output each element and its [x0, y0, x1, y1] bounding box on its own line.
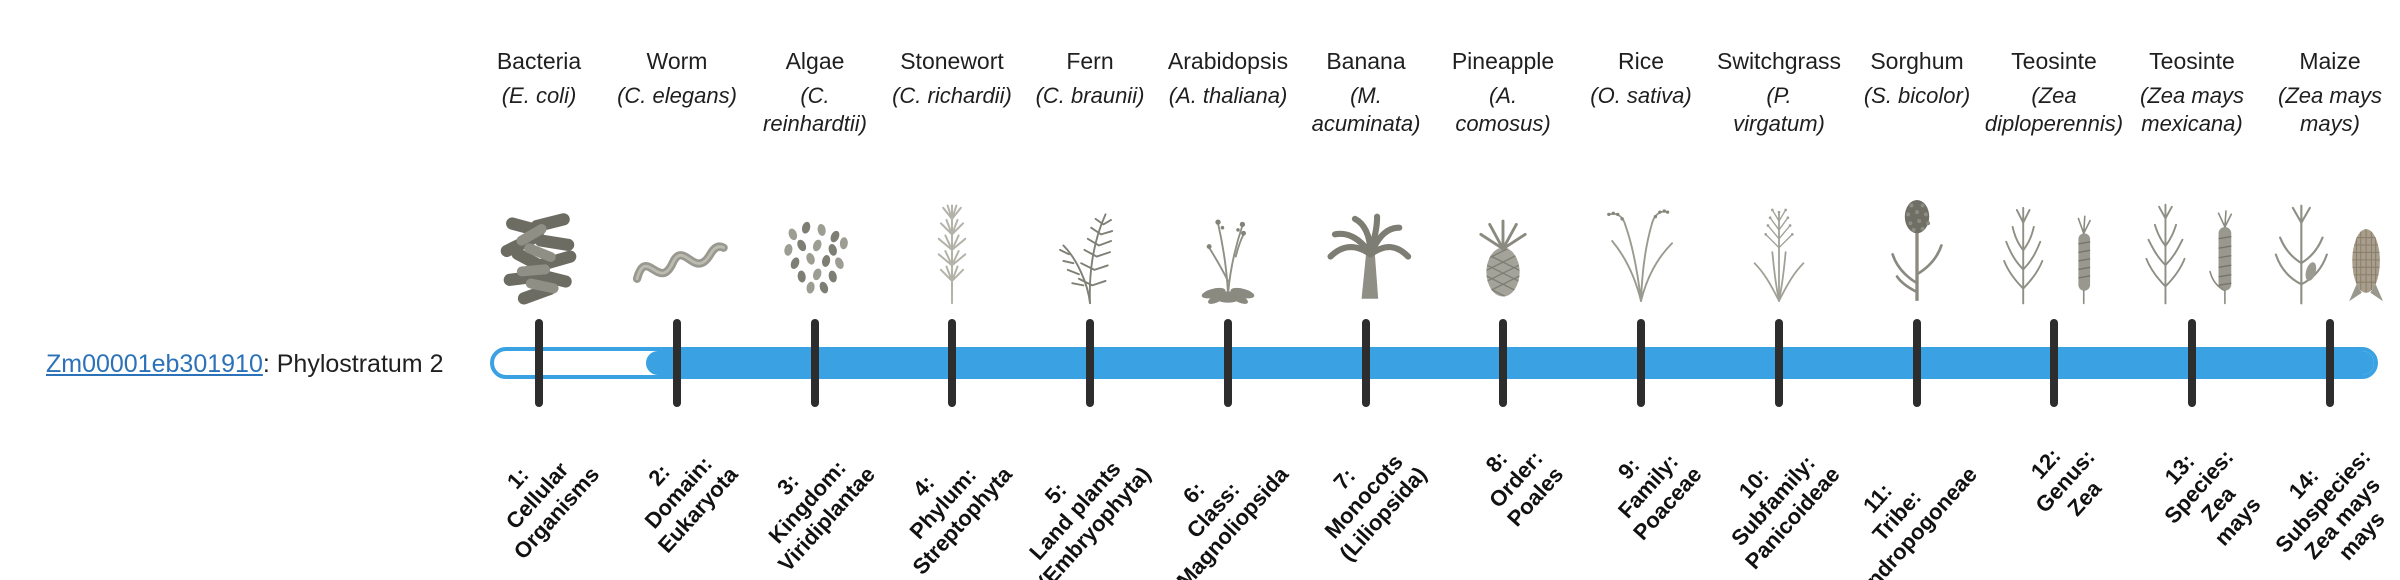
algae-icon: [743, 160, 887, 312]
organism-scientific-name: (E. coli): [501, 83, 577, 108]
stratum-label-11: 11: Tribe: Andropogoneae: [1850, 461, 1983, 580]
tick-mark-2: [673, 319, 681, 407]
stratum-label-13: 13: Species: Zea mays: [2158, 444, 2265, 551]
tick-mark-1: [535, 319, 543, 407]
organism-scientific-name: (Zea mays mays): [2278, 83, 2382, 136]
stratum-label-12: 12: Genus: Zea: [2026, 443, 2107, 521]
organism-name: Rice: [1617, 48, 1664, 74]
tick-mark-6: [1224, 319, 1232, 407]
organism-name: Algae: [785, 48, 845, 74]
stratum-label-1: 1: Cellular Organisms: [500, 457, 605, 564]
organism-name: Maize: [2299, 48, 2361, 74]
organism-name: Teosinte: [2149, 48, 2235, 74]
organism-scientific-name: (Zea mays mexicana): [2140, 83, 2244, 136]
pineapple-icon: [1431, 160, 1575, 312]
organism-name: Bacteria: [496, 48, 582, 74]
switchgrass-icon: [1707, 160, 1851, 312]
organism-scientific-name: (S. bicolor): [1863, 83, 1971, 108]
organism-name: Banana: [1326, 48, 1406, 74]
organism-name: Arabidopsis: [1167, 48, 1289, 74]
organism-scientific-name: (A. thaliana): [1168, 83, 1288, 108]
arabidopsis-icon: [1156, 160, 1300, 312]
tick-mark-10: [1775, 319, 1783, 407]
tick-mark-11: [1913, 319, 1921, 407]
organism-name: Worm: [646, 48, 708, 74]
sorghum-icon: [1845, 160, 1989, 312]
organism-scientific-name: (C. richardii): [892, 83, 1012, 108]
fern-icon: [1018, 160, 1162, 312]
organism-scientific-name: (M. acuminata): [1311, 83, 1421, 136]
gene-id-link[interactable]: Zm00001eb301910: [46, 350, 263, 378]
tick-mark-3: [811, 319, 819, 407]
stratum-label-8: 8: Order: Poales: [1480, 445, 1569, 532]
timeline-track: [490, 347, 2378, 379]
rice-icon: [1569, 160, 1713, 312]
stonewort-icon: [880, 160, 1024, 312]
organism-name: Switchgrass: [1717, 48, 1841, 74]
organism-scientific-name: (C. braunii): [1035, 83, 1145, 108]
organism-scientific-name: (A. comosus): [1455, 83, 1551, 136]
organism-scientific-name: (C. reinhardtii): [763, 83, 867, 136]
stratum-label-7: 7: Monocots (Liliopsida): [1319, 449, 1432, 566]
maize-icon: [2258, 160, 2400, 312]
stratum-label-3: 3: Kingdom: Viridiplantae: [763, 455, 881, 577]
stratum-label-9: 9: Family: Poaceae: [1612, 448, 1707, 545]
stratum-label-4: 4: Phylum: Streptophyta: [904, 461, 1018, 580]
teosinte-diploperennis-icon: [1982, 160, 2126, 312]
organism-scientific-name: (O. sativa): [1590, 83, 1692, 108]
tick-mark-7: [1362, 319, 1370, 407]
worm-icon: [605, 160, 749, 312]
organism-name: Pineapple: [1451, 48, 1555, 74]
banana-icon: [1294, 160, 1438, 312]
stratum-label-6: 6: Class: Magnoliopsida: [1171, 461, 1294, 580]
stratum-label-14: 14: Subspecies: Zea mays mays: [2270, 444, 2390, 565]
tick-mark-12: [2050, 319, 2058, 407]
organism-scientific-name: (P. virgatum): [1733, 83, 1825, 136]
gene-label: Zm00001eb301910: Phylostratum 2: [46, 350, 444, 379]
stratum-label-5: 5: Land plants (Embryophyta): [1024, 456, 1156, 580]
tick-mark-5: [1086, 319, 1094, 407]
organism-scientific-name: (Zea diploperennis): [1984, 83, 2124, 136]
teosinte-mexicana-icon: [2120, 160, 2264, 312]
phylostratum-fill: [646, 351, 2374, 375]
organism-name: Fern: [1066, 48, 1114, 74]
bacteria-icon: [467, 160, 611, 312]
tick-mark-4: [948, 319, 956, 407]
tick-mark-8: [1499, 319, 1507, 407]
organism-name: Sorghum: [1870, 48, 1964, 74]
organism-name: Stonewort: [900, 48, 1004, 74]
gene-phylostratum-text: : Phylostratum 2: [262, 350, 444, 378]
tick-mark-14: [2326, 319, 2334, 407]
tick-mark-9: [1637, 319, 1645, 407]
tick-mark-13: [2188, 319, 2196, 407]
stratum-label-2: 2: Domain: Eukaryota: [639, 451, 743, 558]
organism-scientific-name: (C. elegans): [617, 83, 737, 108]
organism-name: Teosinte: [2011, 48, 2097, 74]
